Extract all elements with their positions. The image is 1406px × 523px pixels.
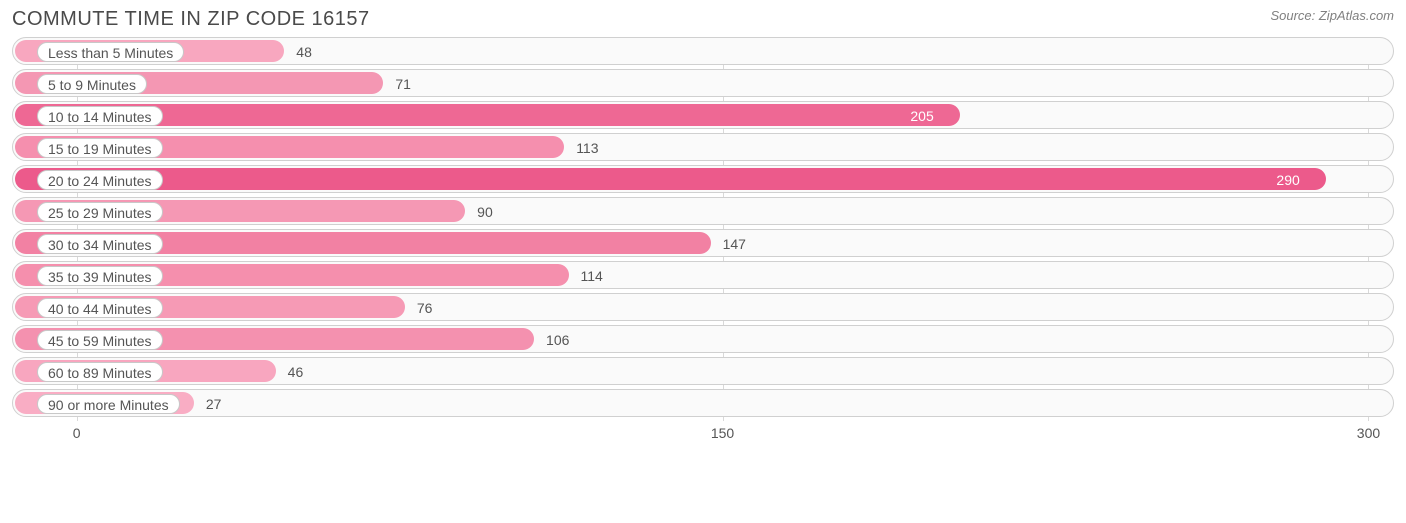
value-label: 147	[723, 230, 746, 258]
bar-track: 25 to 29 Minutes 90	[12, 197, 1394, 225]
bar-track: 15 to 19 Minutes 113	[12, 133, 1394, 161]
bar-rows: Less than 5 Minutes 48 5 to 9 Minutes 71 10 …	[12, 37, 1394, 417]
category-label: 20 to 24 Minutes	[37, 170, 163, 190]
bar-track: 45 to 59 Minutes 106	[12, 325, 1394, 353]
bar-track: 90 or more Minutes 27	[12, 389, 1394, 417]
bar-row: Less than 5 Minutes 48	[12, 37, 1394, 65]
x-axis-tick: 0	[73, 425, 81, 441]
bar-track: 10 to 14 Minutes 205	[12, 101, 1394, 129]
chart-area: Less than 5 Minutes 48 5 to 9 Minutes 71 10 …	[12, 37, 1394, 445]
bar	[15, 168, 1326, 190]
bar-track: 30 to 34 Minutes 147	[12, 229, 1394, 257]
category-label: Less than 5 Minutes	[37, 42, 184, 62]
chart-source: Source: ZipAtlas.com	[1270, 8, 1394, 23]
bar-row: 40 to 44 Minutes 76	[12, 293, 1394, 321]
chart-title: COMMUTE TIME IN ZIP CODE 16157	[12, 8, 370, 31]
bar-row: 10 to 14 Minutes 205	[12, 101, 1394, 129]
category-label: 60 to 89 Minutes	[37, 362, 163, 382]
value-label: 114	[581, 262, 603, 290]
category-label: 40 to 44 Minutes	[37, 298, 163, 318]
value-label: 205	[910, 102, 933, 130]
category-label: 10 to 14 Minutes	[37, 106, 163, 126]
category-label: 5 to 9 Minutes	[37, 74, 147, 94]
value-label: 48	[296, 38, 312, 66]
value-label: 290	[1276, 166, 1299, 194]
bar-row: 30 to 34 Minutes 147	[12, 229, 1394, 257]
x-axis-tick: 150	[711, 425, 734, 441]
category-label: 35 to 39 Minutes	[37, 266, 163, 286]
bar-row: 25 to 29 Minutes 90	[12, 197, 1394, 225]
bar-row: 35 to 39 Minutes 114	[12, 261, 1394, 289]
category-label: 90 or more Minutes	[37, 394, 180, 414]
x-axis-tick: 300	[1357, 425, 1380, 441]
x-axis: 0 150 300	[12, 421, 1394, 445]
category-label: 45 to 59 Minutes	[37, 330, 163, 350]
bar-row: 60 to 89 Minutes 46	[12, 357, 1394, 385]
category-label: 25 to 29 Minutes	[37, 202, 163, 222]
bar-track: 35 to 39 Minutes 114	[12, 261, 1394, 289]
bar-row: 5 to 9 Minutes 71	[12, 69, 1394, 97]
bar-row: 45 to 59 Minutes 106	[12, 325, 1394, 353]
category-label: 30 to 34 Minutes	[37, 234, 163, 254]
bar-row: 15 to 19 Minutes 113	[12, 133, 1394, 161]
bar-row: 20 to 24 Minutes 290	[12, 165, 1394, 193]
bar-row: 90 or more Minutes 27	[12, 389, 1394, 417]
value-label: 76	[417, 294, 433, 322]
value-label: 106	[546, 326, 569, 354]
value-label: 46	[288, 358, 304, 386]
value-label: 113	[576, 134, 598, 162]
bar-track: 5 to 9 Minutes 71	[12, 69, 1394, 97]
value-label: 90	[477, 198, 493, 226]
value-label: 71	[395, 70, 411, 98]
category-label: 15 to 19 Minutes	[37, 138, 163, 158]
bar-track: 20 to 24 Minutes 290	[12, 165, 1394, 193]
bar-track: 40 to 44 Minutes 76	[12, 293, 1394, 321]
bar-track: 60 to 89 Minutes 46	[12, 357, 1394, 385]
value-label: 27	[206, 390, 222, 418]
chart-header: COMMUTE TIME IN ZIP CODE 16157 Source: Z…	[12, 8, 1394, 37]
bar-track: Less than 5 Minutes 48	[12, 37, 1394, 65]
